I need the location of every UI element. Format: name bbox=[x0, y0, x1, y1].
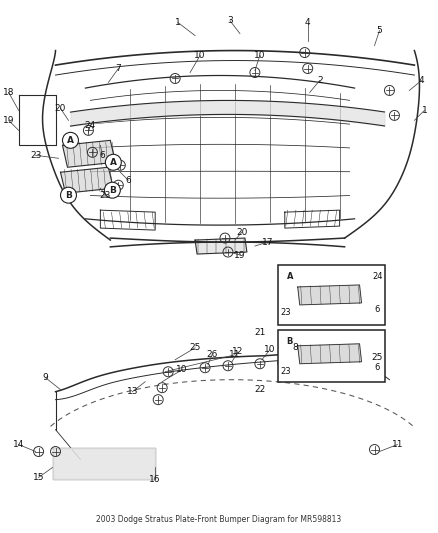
Polygon shape bbox=[195, 238, 247, 254]
Text: 3: 3 bbox=[227, 16, 233, 25]
Text: 23: 23 bbox=[280, 309, 291, 317]
Text: 8: 8 bbox=[292, 343, 298, 352]
Text: 19: 19 bbox=[234, 251, 246, 260]
Text: A: A bbox=[67, 136, 74, 145]
Text: 10: 10 bbox=[264, 345, 276, 354]
Text: A: A bbox=[286, 272, 293, 281]
Text: 11: 11 bbox=[392, 440, 403, 449]
Text: 11: 11 bbox=[229, 350, 241, 359]
Circle shape bbox=[106, 154, 121, 170]
Text: 14: 14 bbox=[13, 440, 25, 449]
Text: 21: 21 bbox=[254, 328, 265, 337]
Text: 5: 5 bbox=[377, 26, 382, 35]
Polygon shape bbox=[298, 285, 361, 305]
Text: B: B bbox=[65, 191, 72, 200]
Text: 10: 10 bbox=[194, 51, 206, 60]
Circle shape bbox=[283, 335, 297, 349]
Polygon shape bbox=[60, 167, 113, 193]
Bar bbox=[278, 265, 385, 325]
Text: 4: 4 bbox=[305, 18, 311, 27]
Text: 22: 22 bbox=[254, 385, 265, 394]
Bar bbox=[278, 330, 385, 382]
Text: 9: 9 bbox=[42, 373, 49, 382]
Text: 20: 20 bbox=[55, 104, 66, 113]
Text: A: A bbox=[110, 158, 117, 167]
Text: 17: 17 bbox=[262, 238, 274, 247]
Text: 6: 6 bbox=[125, 176, 131, 185]
Polygon shape bbox=[63, 140, 115, 167]
Text: 13: 13 bbox=[127, 387, 138, 396]
Circle shape bbox=[63, 132, 78, 148]
Text: 16: 16 bbox=[149, 475, 161, 484]
Text: 12: 12 bbox=[232, 348, 244, 356]
Text: 24: 24 bbox=[372, 272, 383, 281]
Circle shape bbox=[60, 187, 77, 203]
Text: B: B bbox=[286, 337, 293, 346]
Text: 6: 6 bbox=[375, 363, 380, 372]
Text: 18: 18 bbox=[3, 88, 14, 97]
Text: B: B bbox=[109, 185, 116, 195]
Text: 23: 23 bbox=[30, 151, 41, 160]
Text: 10: 10 bbox=[254, 51, 265, 60]
Text: 6: 6 bbox=[375, 305, 380, 314]
Text: 6: 6 bbox=[99, 151, 105, 160]
Text: 2: 2 bbox=[317, 76, 322, 85]
Text: 1: 1 bbox=[175, 18, 181, 27]
Text: 2003 Dodge Stratus Plate-Front Bumper Diagram for MR598813: 2003 Dodge Stratus Plate-Front Bumper Di… bbox=[96, 515, 342, 524]
Text: 24: 24 bbox=[85, 121, 96, 130]
Text: 15: 15 bbox=[33, 473, 44, 482]
Text: 10: 10 bbox=[177, 365, 188, 374]
Circle shape bbox=[283, 270, 297, 284]
Polygon shape bbox=[298, 344, 361, 364]
Text: 26: 26 bbox=[206, 350, 218, 359]
Text: 23: 23 bbox=[280, 367, 291, 376]
Text: 25: 25 bbox=[189, 343, 201, 352]
Text: 7: 7 bbox=[116, 64, 121, 73]
Text: 19: 19 bbox=[3, 116, 14, 125]
Text: 23: 23 bbox=[100, 191, 111, 200]
Text: 20: 20 bbox=[236, 228, 247, 237]
Text: 25: 25 bbox=[372, 353, 383, 362]
Circle shape bbox=[104, 182, 120, 198]
Text: 1: 1 bbox=[421, 106, 427, 115]
Polygon shape bbox=[53, 448, 155, 480]
Text: 4: 4 bbox=[419, 76, 424, 85]
